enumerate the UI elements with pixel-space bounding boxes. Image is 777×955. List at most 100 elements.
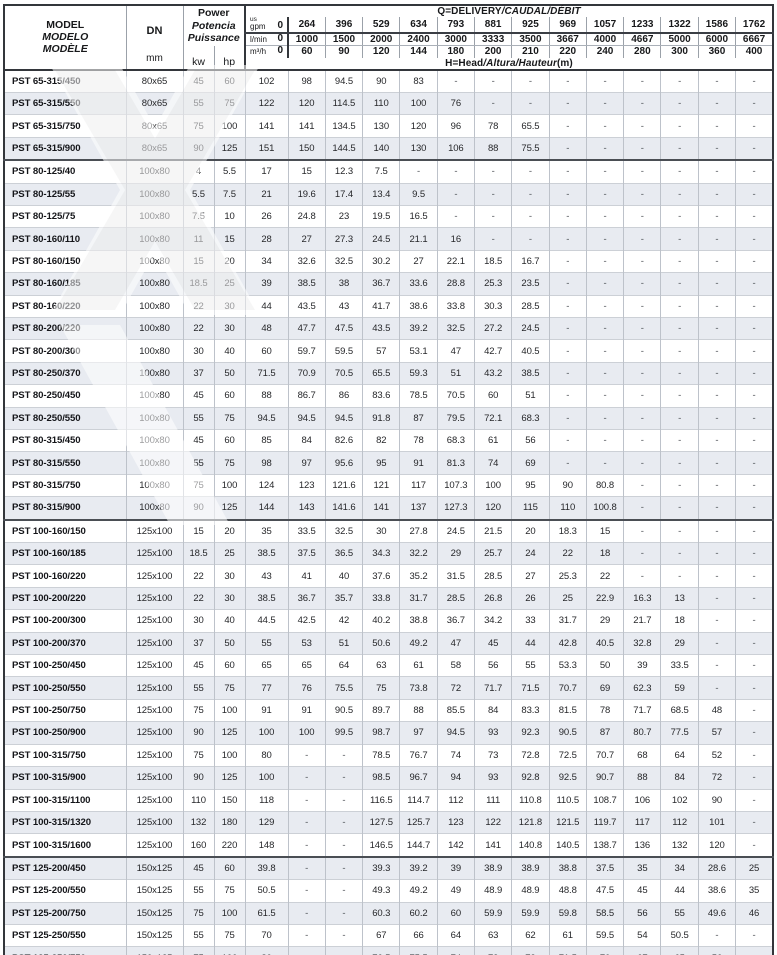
hp-cell: 125 (213, 136, 246, 161)
flow-row-m3h: kw hp m³/h 0 60 90 120 144 180 200 210 220 240 28… (4, 45, 773, 71)
head-value-cell: - (548, 451, 587, 475)
head-value-cell: - (660, 428, 699, 452)
table-row: PST 65-315/550 80x65 55 75 122 120 114.5 110 100… (4, 91, 773, 115)
head-value-cell: 65 (287, 654, 326, 677)
head-value-cell: 81.5 (548, 698, 587, 722)
table-row: PST 80-200/220 100x80 22 30 48 47.7 47.5 43.5 39… (4, 316, 773, 340)
hp-cell: 100 (213, 901, 246, 925)
head-value-cell: 29 (436, 542, 475, 565)
head-value-cell: 70 (244, 923, 289, 947)
head-value-cell: 86.7 (287, 384, 326, 408)
hp-cell: 30 (213, 586, 246, 610)
head-value-cell: 26 (244, 204, 289, 228)
head-value-cell: 40.5 (511, 339, 550, 363)
flow-header-value: 529 (362, 17, 400, 34)
dn-cell: 80x65 (125, 69, 183, 93)
head-value-cell: - (660, 316, 699, 340)
head-value-cell: 100.8 (585, 496, 624, 520)
head-value-cell: - (697, 384, 736, 408)
head-value-cell: - (585, 294, 624, 318)
head-value-cell: 76.7 (399, 743, 438, 767)
model-cell: PST 100-250/900 (4, 721, 126, 745)
flow-header-value: 1500 (324, 33, 363, 46)
head-value-cell: - (585, 384, 624, 408)
dn-cell: 125x100 (125, 631, 183, 655)
model-cell: PST 100-250/750 (4, 698, 126, 722)
head-value-cell: 42.7 (473, 339, 512, 363)
head-value-cell: 18.5 (473, 249, 512, 273)
head-value-cell: 95 (511, 473, 550, 497)
head-value-cell: 91.8 (362, 406, 400, 430)
head-value-cell: - (735, 451, 773, 475)
head-value-cell: 136 (623, 833, 661, 857)
kw-cell: 18.5 (182, 542, 214, 565)
head-value-cell: 70.5 (324, 361, 363, 385)
head-value-cell: - (287, 833, 326, 857)
head-value-cell: - (287, 810, 326, 834)
model-cell: PST 80-315/750 (4, 473, 126, 497)
head-value-cell: - (623, 451, 661, 475)
head-value-cell: - (585, 69, 624, 93)
head-value-cell: - (735, 833, 773, 857)
head-value-cell: 120 (287, 91, 326, 115)
kw-cell: 30 (182, 609, 214, 633)
head-value-cell: - (623, 339, 661, 363)
head-value-cell: 94.5 (324, 406, 363, 430)
flow-header-value: 240 (585, 45, 624, 58)
head-value-cell: 132 (660, 833, 699, 857)
head-value-cell: 61 (548, 923, 587, 947)
flow-header-value: 4667 (623, 33, 661, 46)
head-value-cell: 123 (287, 473, 326, 497)
head-value-cell: 47 (436, 631, 475, 655)
head-value-cell: - (623, 384, 661, 408)
model-cell: PST 100-160/185 (4, 542, 126, 565)
head-value-cell: - (697, 428, 736, 452)
head-value-cell: 90.7 (585, 766, 624, 789)
head-value-cell: 91 (244, 698, 289, 722)
hp-column-header: hp (214, 45, 246, 71)
head-value-cell: 33 (511, 609, 550, 633)
head-value-cell: 65.5 (362, 361, 400, 385)
head-value-cell: - (585, 227, 624, 251)
head-value-cell: - (585, 406, 624, 430)
head-value-cell: 12.3 (324, 159, 363, 184)
head-value-cell: - (623, 496, 661, 520)
head-value-cell: - (324, 855, 363, 880)
head-value-cell: 13.4 (362, 182, 400, 206)
head-value-cell: 32.5 (324, 249, 363, 273)
head-value-cell: 33.5 (660, 654, 699, 677)
head-value-cell: 60 (244, 339, 289, 363)
head-value-cell: 76 (287, 676, 326, 700)
head-value-cell: 75 (362, 676, 400, 700)
head-value-cell: 78 (399, 428, 438, 452)
head-value-cell: 32.6 (287, 249, 326, 273)
kw-cell: 55 (182, 91, 214, 115)
head-value-cell: 21.7 (623, 609, 661, 633)
head-value-cell: 71.5 (548, 946, 587, 955)
head-value-cell: 62 (511, 923, 550, 947)
head-value-cell: - (548, 249, 587, 273)
model-cell: PST 100-200/300 (4, 609, 126, 633)
head-value-cell: - (324, 879, 363, 903)
head-value-cell: - (735, 946, 773, 955)
head-value-cell: 28 (244, 227, 289, 251)
head-value-cell: 140.5 (548, 833, 587, 857)
head-value-cell: - (660, 182, 699, 206)
head-value-cell: 27 (287, 227, 326, 251)
head-value-cell: 35 (735, 879, 773, 903)
head-value-cell: 70 (585, 946, 624, 955)
kw-cell: 37 (182, 631, 214, 655)
head-value-cell: - (735, 586, 773, 610)
kw-cell: 75 (182, 114, 214, 138)
flow-header-value: 120 (362, 45, 400, 58)
head-value-cell: 61 (473, 428, 512, 452)
head-value-cell: - (697, 159, 736, 184)
model-cell: PST 100-250/550 (4, 676, 126, 700)
head-value-cell: 96 (436, 114, 475, 138)
flow-header-value: 180 (436, 45, 475, 58)
head-value-cell: - (660, 451, 699, 475)
head-value-cell: - (548, 114, 587, 138)
head-value-cell: - (548, 69, 587, 93)
head-value-cell: - (548, 272, 587, 296)
